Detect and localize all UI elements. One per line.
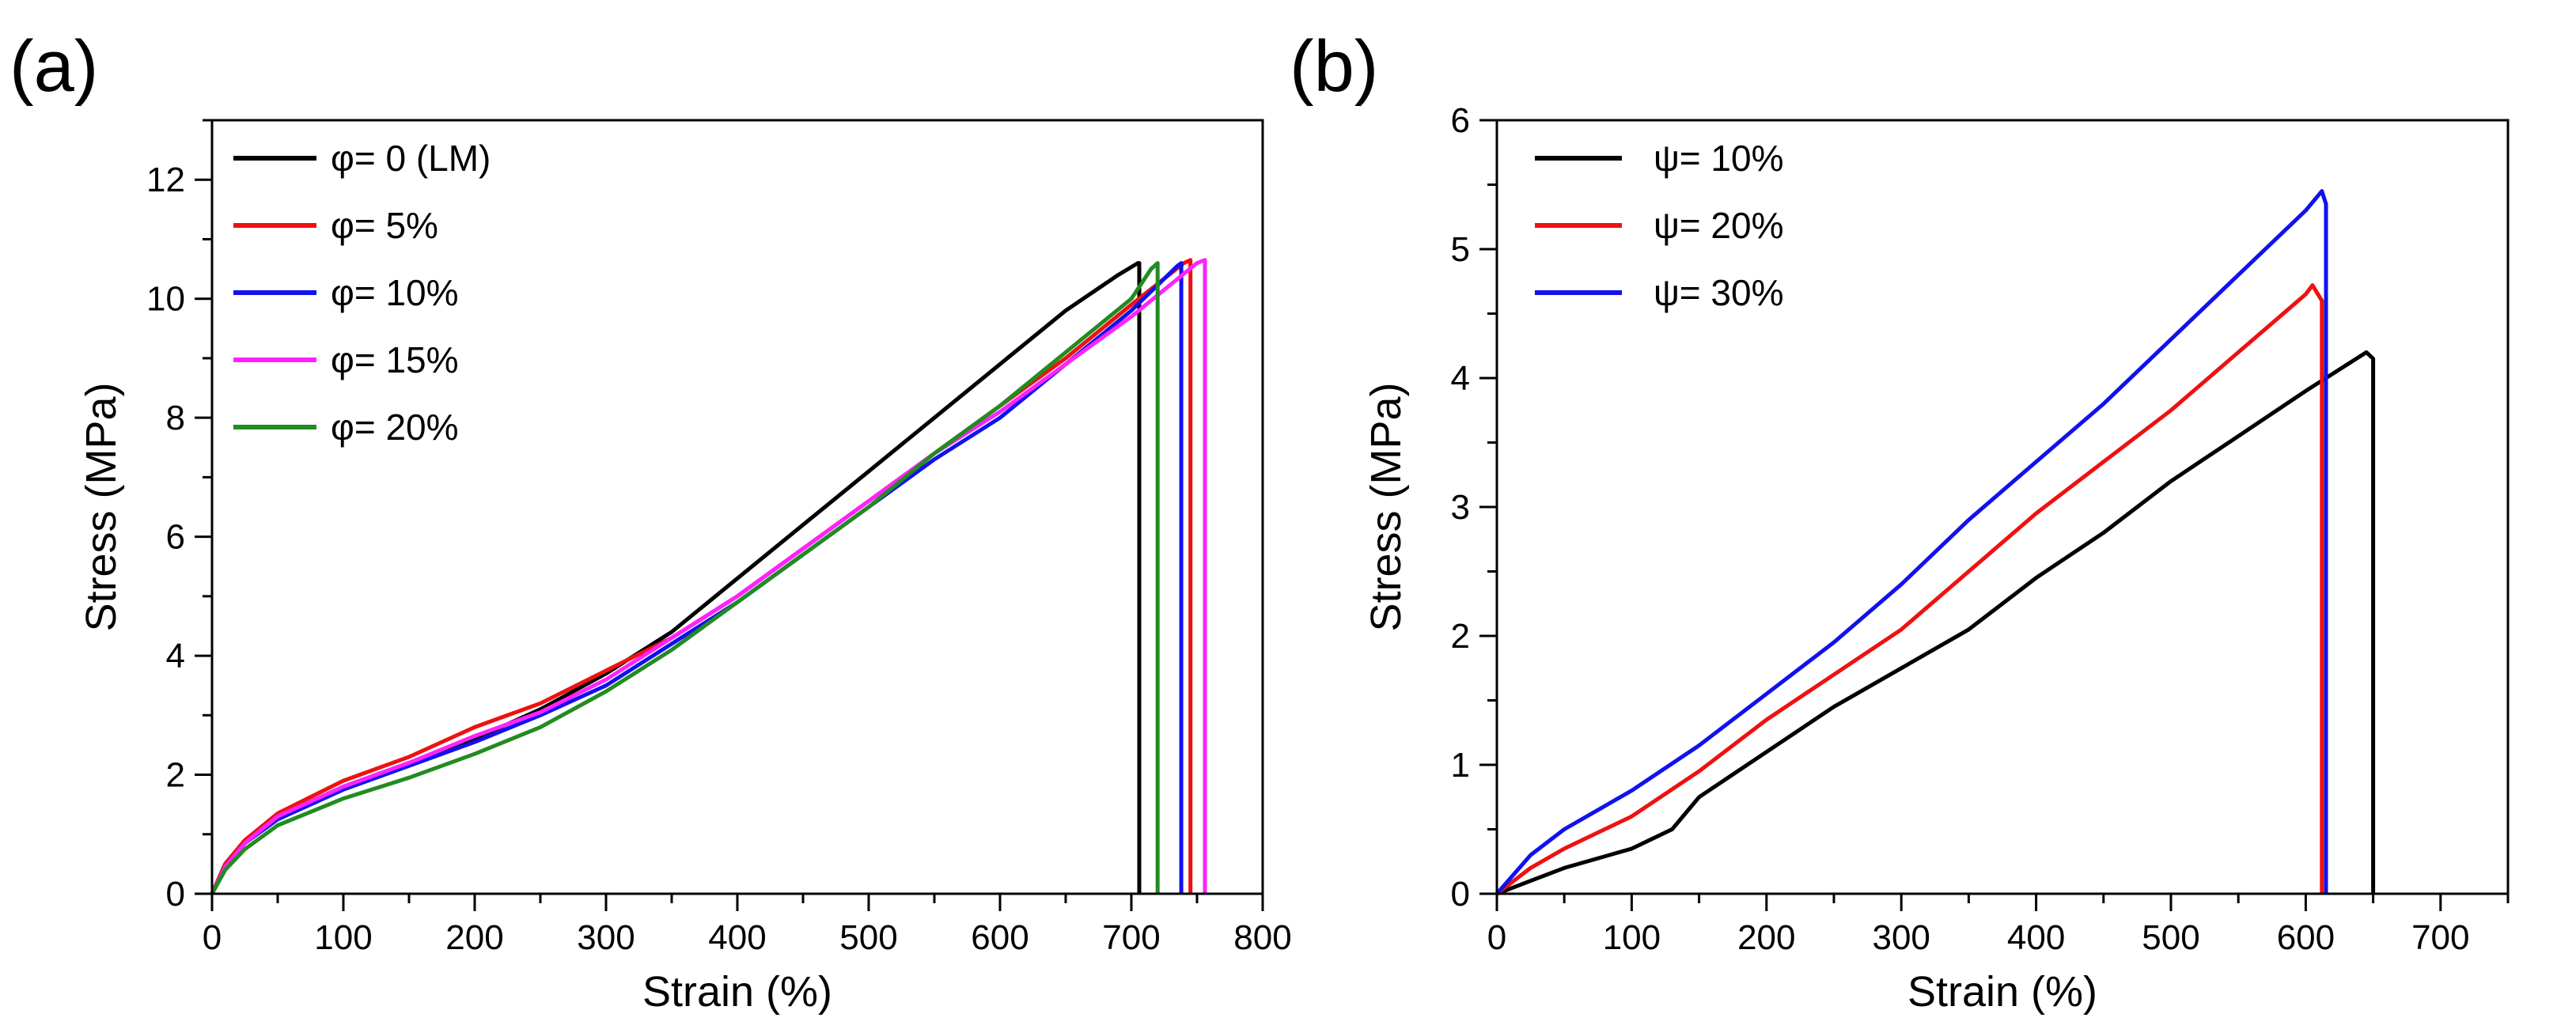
series-line-1: [1496, 350, 2376, 896]
legend-label: ψ= 10%: [1654, 138, 1784, 179]
y-tick-label: 6: [1451, 101, 1470, 140]
x-tick-label: 100: [314, 918, 372, 957]
y-tick-label: 0: [1451, 875, 1470, 914]
legend-label: φ= 5%: [331, 205, 438, 246]
series-line-3: [1495, 189, 2328, 895]
y-tick-label: 3: [1451, 488, 1470, 527]
chart-panel-b: (b) 0 100 200 300 400 500 600 700 0 1 2 3 4 5 6 Strain (…: [1290, 26, 2510, 1016]
y-tick-label: 6: [166, 518, 185, 557]
x-tick-label: 500: [839, 918, 897, 957]
legend-label: φ= 20%: [331, 407, 459, 448]
x-tick-label: 600: [971, 918, 1029, 957]
y-tick-label: 2: [166, 756, 185, 795]
y-axis-title: Stress (MPa): [78, 382, 125, 631]
y-tick-label: 4: [1451, 359, 1470, 398]
x-axis-title: Strain (%): [1907, 968, 2097, 1016]
x-tick-label: 300: [577, 918, 635, 957]
y-tick-label: 4: [166, 637, 185, 675]
x-axis-title: Strain (%): [642, 968, 832, 1016]
legend: ψ= 10% ψ= 20% ψ= 30%: [1535, 138, 1784, 313]
x-tick-label: 0: [203, 918, 222, 957]
legend-label: φ= 10%: [331, 272, 459, 313]
x-tick-label: 500: [2142, 918, 2199, 957]
y-tick-label: 0: [166, 875, 185, 914]
x-tick-label: 0: [1487, 918, 1506, 957]
legend-label: φ= 0 (LM): [331, 138, 491, 179]
panel-label: (b): [1290, 26, 1378, 107]
legend-label: φ= 15%: [331, 339, 459, 380]
panel-label: (a): [9, 26, 98, 107]
series-line-5: [210, 261, 1160, 895]
x-tick-label: 800: [1233, 918, 1291, 957]
legend-label: ψ= 30%: [1654, 272, 1784, 313]
y-tick-label: 8: [166, 399, 185, 437]
series-line-4: [210, 258, 1207, 895]
legend: φ= 0 (LM) φ= 5% φ= 10% φ= 15% φ= 20%: [233, 138, 491, 448]
y-axis-title: Stress (MPa): [1362, 382, 1410, 631]
legend-label: ψ= 20%: [1654, 205, 1784, 246]
x-tick-label: 200: [445, 918, 503, 957]
y-tick-label: 10: [146, 280, 185, 319]
y-tick-label: 5: [1451, 230, 1470, 269]
y-tick-label: 12: [146, 161, 185, 199]
chart-panel-a: (a) 0 100 200 300 400 500 600 700 800 0 2 4 6 8 10 12 Str…: [9, 26, 1292, 1016]
y-tick-label: 1: [1451, 746, 1470, 785]
x-tick-label: 600: [2277, 918, 2335, 957]
series-line-3: [210, 261, 1184, 895]
y-tick-label: 2: [1451, 617, 1470, 656]
x-tick-label: 100: [1603, 918, 1661, 957]
x-tick-label: 400: [2007, 918, 2065, 957]
series-line-2: [1495, 283, 2324, 895]
x-tick-label: 300: [1872, 918, 1930, 957]
x-tick-label: 200: [1737, 918, 1795, 957]
x-tick-label: 700: [1102, 918, 1160, 957]
x-tick-label: 700: [2411, 918, 2469, 957]
x-tick-label: 400: [708, 918, 766, 957]
